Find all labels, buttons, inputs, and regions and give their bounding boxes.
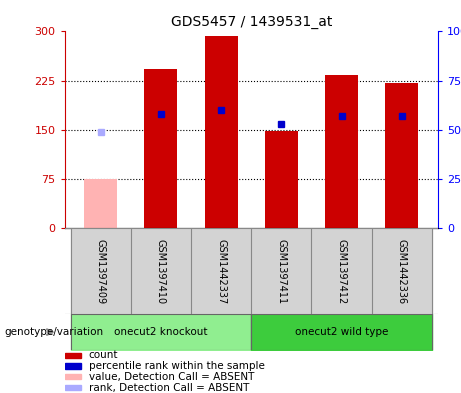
Text: GSM1397410: GSM1397410	[156, 239, 166, 304]
Text: value, Detection Call = ABSENT: value, Detection Call = ABSENT	[89, 372, 254, 382]
Bar	[265, 131, 298, 228]
Title: GDS5457 / 1439531_at: GDS5457 / 1439531_at	[171, 15, 332, 29]
Bar	[84, 179, 117, 228]
Text: onecut2 wild type: onecut2 wild type	[295, 327, 388, 337]
Text: onecut2 knockout: onecut2 knockout	[114, 327, 207, 337]
Bar	[65, 385, 81, 390]
Text: count: count	[89, 350, 118, 360]
Text: GSM1397412: GSM1397412	[337, 239, 347, 304]
Bar	[205, 36, 238, 228]
Text: genotype/variation: genotype/variation	[5, 327, 104, 337]
Text: GSM1397409: GSM1397409	[96, 239, 106, 304]
Bar	[65, 353, 81, 358]
Bar	[144, 69, 177, 228]
Bar	[65, 364, 81, 369]
Text: percentile rank within the sample: percentile rank within the sample	[89, 361, 265, 371]
Bar	[65, 374, 81, 379]
Text: rank, Detection Call = ABSENT: rank, Detection Call = ABSENT	[89, 383, 249, 393]
Bar	[385, 83, 419, 228]
Text: GSM1442337: GSM1442337	[216, 239, 226, 304]
Bar	[325, 75, 358, 228]
Text: GSM1442336: GSM1442336	[397, 239, 407, 304]
Text: GSM1397411: GSM1397411	[276, 239, 286, 304]
